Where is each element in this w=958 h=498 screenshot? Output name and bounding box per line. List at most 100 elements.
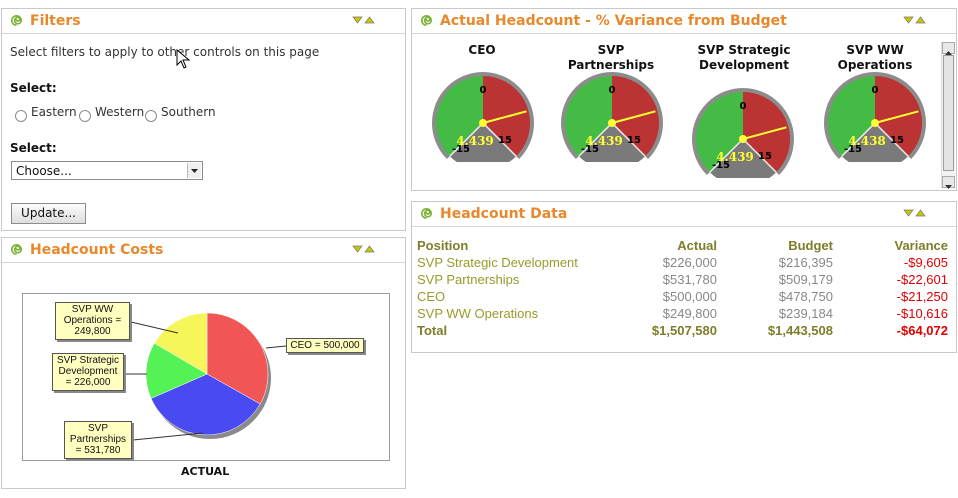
gauge-name-ceo: CEO (468, 43, 496, 57)
gauge-green-zone (436, 76, 483, 157)
variance-title: Actual Headcount - % Variance from Budge… (440, 13, 787, 29)
actual-cell: $249,800 (662, 306, 717, 321)
callout-ops: SVP WW Operations = 249,800 (55, 302, 130, 340)
position-link[interactable]: SVP Partnerships (417, 272, 520, 287)
select-label-2: Select: (10, 141, 57, 155)
radio-label-western: Western (95, 105, 145, 119)
gauge-name-strategic: SVP Strategic Development (697, 43, 791, 72)
gauge-hub (871, 119, 879, 127)
gauge-scale-min: -15 (844, 144, 862, 155)
gauge-needle (482, 110, 527, 124)
gauge-green-zone (696, 92, 743, 173)
table-header-row: Position Actual Budget Variance (417, 236, 948, 254)
gauge-green-zone (565, 76, 612, 157)
radio-southern[interactable] (145, 110, 157, 122)
collapse-expand-icon[interactable] (352, 15, 376, 25)
radio-label-eastern: Eastern (31, 105, 77, 119)
pie-slice[interactable] (206, 312, 269, 405)
col-header-position: Position (417, 237, 469, 253)
scroll-up-icon[interactable] (942, 42, 955, 55)
pie-chart-frame (22, 293, 390, 461)
budget-cell: $216,395 (778, 255, 833, 270)
budget-cell: $478,750 (778, 289, 833, 304)
gauge-scale-zero: 0 (480, 85, 487, 96)
gauge-scale-max: 15 (627, 135, 641, 146)
gauge-scale-zero: 0 (872, 85, 879, 96)
gauge-scale-min: -15 (581, 144, 599, 155)
pie-chart-title: ACTUAL (181, 465, 230, 478)
position-link[interactable]: SVP Strategic Development (417, 255, 578, 270)
gauge-hub (739, 135, 747, 143)
collapse-expand-icon[interactable] (352, 244, 376, 254)
gauge-scale-min: -15 (712, 160, 730, 171)
gauge-base (709, 139, 777, 178)
actual-cell: $500,000 (662, 289, 717, 304)
headcount-table: Position Actual Budget Variance SVP Stra… (417, 236, 948, 339)
gauge-scale-max: 15 (498, 135, 512, 146)
gauge-base (449, 123, 517, 162)
radio-eastern[interactable] (15, 110, 27, 122)
gauge-operations: 0 -15 15 4.438 (824, 72, 926, 162)
swirl-icon (421, 208, 433, 220)
gauge-divider (709, 138, 744, 173)
budget-cell: $239,184 (778, 306, 833, 321)
filters-panel: Filters Select filters to apply to other… (1, 8, 406, 231)
callout-leader-line (132, 432, 204, 441)
gauge-partnerships: 0 -15 15 4.439 (561, 72, 663, 162)
col-header-variance: Variance (894, 237, 949, 253)
gauge-scale-zero: 0 (740, 101, 747, 112)
actual-cell: $531,780 (662, 272, 717, 287)
scrollbar-thumb[interactable] (943, 55, 954, 171)
swirl-icon (11, 15, 23, 27)
gauge-hub (608, 119, 616, 127)
callout-leader-line (265, 345, 287, 349)
gauge-value: 4.438 (848, 134, 886, 148)
filters-description: Select filters to apply to other control… (10, 45, 320, 59)
headcount-data-panel: Headcount Data Position Actual Budget Va… (411, 201, 957, 353)
collapse-expand-icon[interactable] (903, 15, 927, 25)
variance-cell: -$22,601 (896, 272, 948, 287)
choose-select-value: Choose... (16, 164, 72, 178)
update-button[interactable]: Update... (11, 203, 86, 224)
collapse-expand-icon[interactable] (903, 208, 927, 218)
gauge-divider (482, 122, 517, 157)
gauge-needle (874, 110, 919, 124)
callout-strat: SVP Strategic Development = 226,000 (52, 353, 124, 391)
gauge-divider (449, 122, 484, 157)
swirl-icon (11, 244, 23, 256)
callout-leader-line (130, 321, 179, 334)
choose-select[interactable]: Choose... (11, 161, 203, 180)
filters-title: Filters (30, 13, 81, 29)
gauge-divider (742, 138, 777, 173)
gauge-scrollbar[interactable] (941, 42, 955, 189)
gauge-scale-zero: 0 (609, 85, 616, 96)
callout-partnerships: SVP Partnerships = 531,780 (64, 421, 132, 459)
gauge-divider (841, 122, 876, 157)
variance-cell: -$21,250 (896, 289, 948, 304)
gauge-divider (578, 122, 613, 157)
table-row: SVP Partnerships $531,780 $509,179 -$22,… (417, 271, 948, 288)
radio-western[interactable] (79, 110, 91, 122)
table-row: SVP Strategic Development $226,000 $216,… (417, 254, 948, 271)
position-link[interactable]: CEO (417, 289, 446, 304)
pie-slice[interactable] (154, 312, 208, 375)
select-label-1: Select: (10, 81, 57, 95)
variance-cell: -$10,616 (896, 306, 948, 321)
table-row: SVP WW Operations $249,800 $239,184 -$10… (417, 305, 948, 322)
total-label: Total (417, 323, 448, 338)
scroll-down-icon[interactable] (942, 176, 955, 189)
position-link[interactable]: SVP WW Operations (417, 306, 539, 321)
mouse-cursor-icon (176, 49, 190, 69)
callout-ceo: CEO = 500,000 (286, 338, 364, 353)
actual-cell: $226,000 (662, 255, 717, 270)
pie-slice[interactable] (145, 342, 208, 399)
gauge-divider (874, 122, 909, 157)
gauge-scale-max: 15 (890, 135, 904, 146)
gauge-strategic: 0 -15 15 4.439 (692, 88, 794, 178)
pie-slice[interactable] (150, 373, 261, 436)
col-header-budget: Budget (788, 237, 833, 253)
table-total-row: Total $1,507,580 $1,443,508 -$64,072 (417, 322, 948, 339)
gauge-divider (611, 122, 646, 157)
table-row: CEO $500,000 $478,750 -$21,250 (417, 288, 948, 305)
total-variance: -$64,072 (896, 323, 948, 338)
